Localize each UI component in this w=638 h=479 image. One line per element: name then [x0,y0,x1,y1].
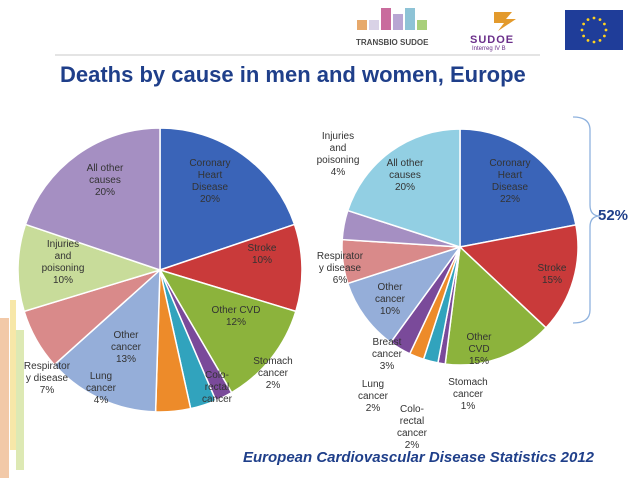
men-slice-injuries-and-poisoning [17,223,163,313]
eu-star [586,38,590,42]
sudoe-logo [494,12,516,31]
women-label-stroke: Stroke 15% [537,263,567,286]
men-label-stroke: Stroke 10% [247,243,277,266]
source-caption: European Cardiovascular Disease Statisti… [243,449,595,466]
men-label-lung-cancer: Lung cancer 4% [85,371,116,406]
bracket-percent-label: 52% [598,207,629,224]
eu-star [592,16,596,20]
eu-star [582,22,586,26]
left-strip-green [16,330,24,470]
women-label-breast-cancer: Breast cancer 3% [371,337,402,372]
men-slice-coronary-heart-disease [159,127,296,272]
bracket-52-percent [572,116,601,324]
men-label-respiratory-disease: Respirator y disease 7% [23,361,71,396]
transbio-logo [357,8,427,30]
women-label-injuries-poisoning: Injuries and poisoning 4% [316,131,360,178]
men-label-other-cancer: Other cancer 13% [110,330,141,365]
women-label-other-cvd: Other CVD 15% [466,332,492,367]
eu-star [582,34,586,38]
men-label-colorectal-cancer: Colo- rectal cancer [201,370,232,405]
women-slice-other-cancer [346,245,462,344]
sudoe-logo-subtext: Interreg IV B [472,46,506,52]
eu-flag-logo [565,10,623,50]
women-label-lung-cancer: Lung cancer 2% [357,379,388,414]
eu-star [598,18,602,22]
men-slice-all-other-causes [24,127,161,272]
eu-star [580,28,584,32]
men-slice-other-cvd [158,268,297,394]
women-slice-all-other-causes [346,128,461,249]
page-title: Deaths by cause in men and women, Europe [60,62,526,87]
women-label-colorectal-cancer: Colo- rectal cancer 2% [396,404,427,451]
transbio-logo-text: TRANSBIO SUDOE [356,38,429,47]
eu-star [586,18,590,22]
eu-star [592,40,596,44]
left-strip-yellow [10,300,16,450]
women-label-other-cancer: Other cancer 10% [374,282,405,317]
eu-star [602,22,606,26]
men-slice-stroke [157,223,303,313]
men-label-all-other-causes: All other causes 20% [86,163,124,198]
eu-star [602,34,606,38]
eu-star [604,28,608,32]
left-strip-orange [0,318,9,478]
women-slice-stroke [458,224,579,329]
women-label-coronary-heart-disease: Coronary Heart Disease 22% [489,158,531,205]
men-slice-other-cancer [53,268,161,413]
women-label-all-other-causes: All other causes 20% [386,158,424,193]
women-slice-coronary-heart-disease [459,128,577,248]
women-label-respiratory-disease: Respirator y disease 6% [316,251,364,286]
men-label-coronary-heart-disease: Coronary Heart Disease 20% [189,158,231,205]
men-label-stomach-cancer: Stomach cancer 2% [253,356,293,391]
women-label-stomach-cancer: Stomach cancer 1% [448,377,488,412]
sudoe-logo-text: SUDOE [470,34,515,46]
men-label-other-cvd: Other CVD 12% [211,305,261,328]
men-label-injuries-poisoning: Injuries and poisoning 10% [41,239,85,286]
eu-star [598,38,602,42]
women-slice-other-cvd [444,245,548,366]
